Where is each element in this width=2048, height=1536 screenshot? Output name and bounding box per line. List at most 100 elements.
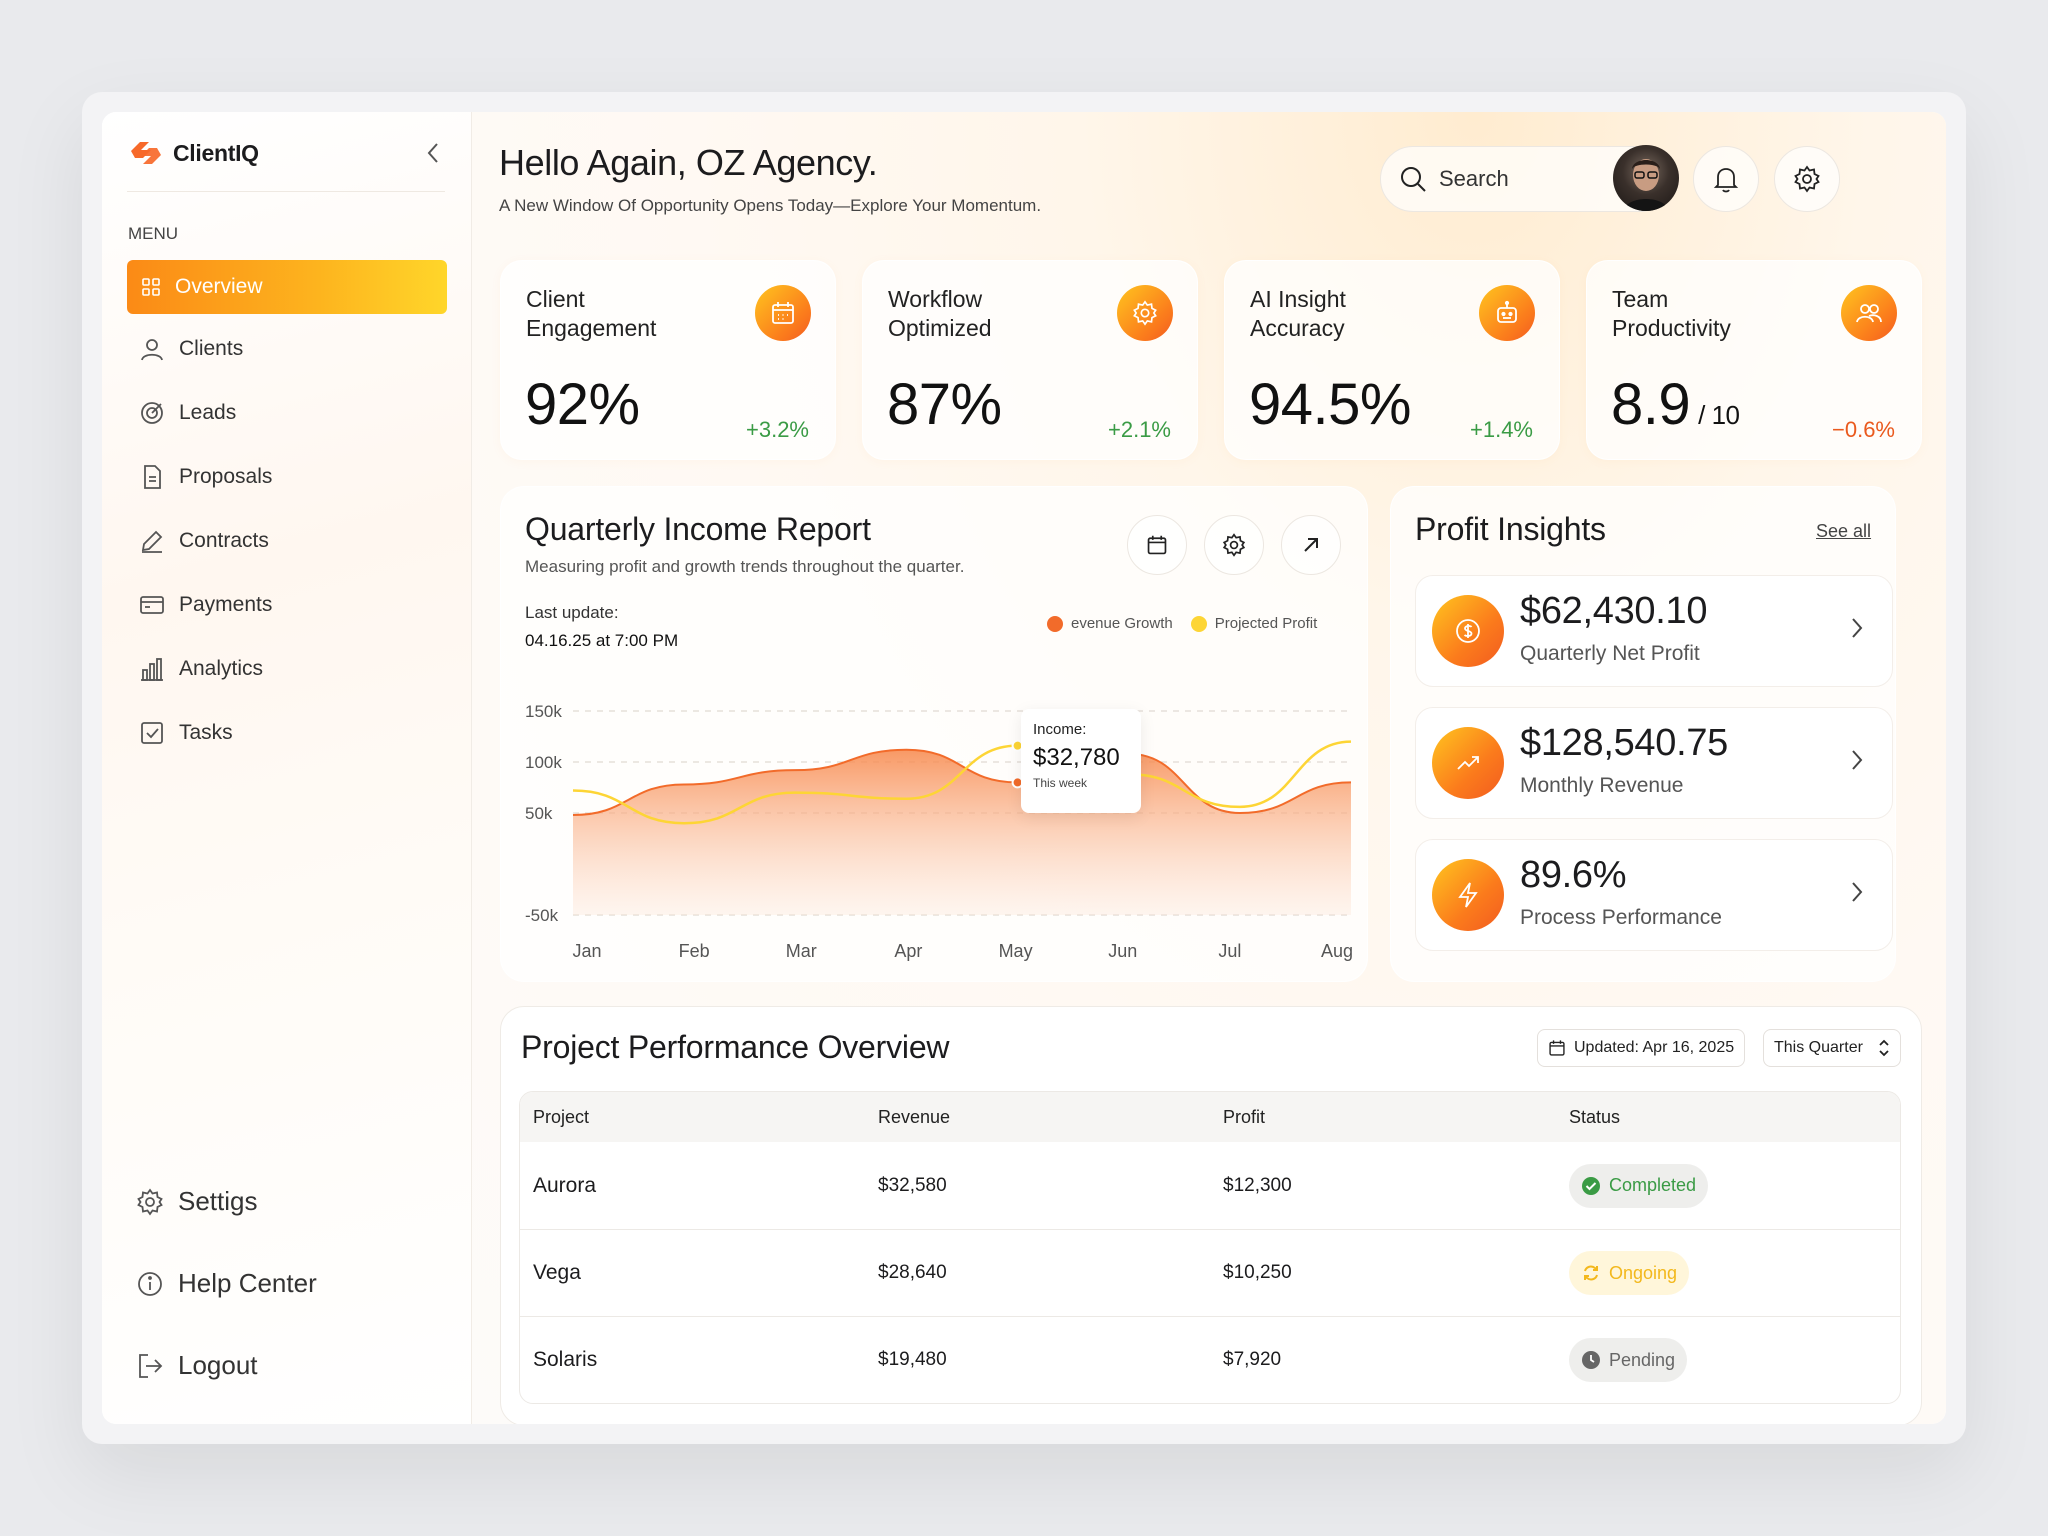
sidebar-item-label: Overview [175, 275, 263, 298]
table-header: Project Revenue Profit Status [520, 1092, 1900, 1142]
stat-card-team-productivity[interactable]: Team Productivity 8.9/ 10 −0.6% [1586, 260, 1922, 460]
expand-button[interactable] [1281, 515, 1341, 575]
clientiq-logo-icon [131, 142, 161, 164]
collapse-sidebar-button[interactable] [420, 138, 446, 168]
stat-value: 87% [887, 372, 1002, 437]
table-row[interactable]: Solaris $19,480 $7,920 Pending [520, 1316, 1900, 1403]
project-revenue: $32,580 [878, 1174, 947, 1196]
stat-suffix: / 10 [1698, 400, 1740, 430]
main-content: Hello Again, OZ Agency. A New Window Of … [472, 112, 1946, 1424]
profit-value: $128,540.75 [1520, 722, 1729, 764]
stat-value: 94.5% [1249, 372, 1411, 437]
sidebar-item-leads[interactable]: Leads [127, 386, 447, 440]
gear-icon [1117, 285, 1173, 341]
calendar-button[interactable] [1127, 515, 1187, 575]
income-chart: 150k 100k 50k -50k Jan Feb Mar Apr May Jun Jul Aug [525, 702, 1353, 961]
profit-item-net-profit[interactable]: $62,430.10 Quarterly Net Profit [1415, 575, 1893, 687]
gear-icon [137, 1187, 163, 1216]
stat-title: Workflow Optimized [888, 286, 992, 341]
stat-delta: +2.1% [1108, 417, 1171, 442]
stat-card-ai-insight-accuracy[interactable]: AI Insight Accuracy 94.5% +1.4% [1224, 260, 1560, 460]
team-icon [1841, 285, 1897, 341]
profit-value: 89.6% [1520, 854, 1627, 896]
chevron-right-icon [1852, 750, 1863, 770]
period-select[interactable]: This Quarter [1763, 1029, 1901, 1067]
sidebar-item-tasks[interactable]: Tasks [127, 706, 447, 760]
settings-button[interactable] [1774, 146, 1840, 212]
stat-delta: +3.2% [746, 417, 809, 442]
grid-icon [142, 278, 160, 296]
period-label: This Quarter [1774, 1039, 1863, 1056]
projects-table: Project Revenue Profit Status Aurora $32… [519, 1091, 1901, 1404]
stat-value: 8.9/ 10 [1611, 372, 1740, 437]
col-status: Status [1569, 1106, 1621, 1127]
sidebar-item-analytics[interactable]: Analytics [127, 642, 447, 696]
notifications-button[interactable] [1693, 146, 1759, 212]
status-label: Ongoing [1609, 1262, 1678, 1283]
report-subtitle: Measuring profit and growth trends throu… [525, 557, 965, 576]
stat-title: Team Productivity [1612, 286, 1731, 341]
status-badge: Ongoing [1569, 1251, 1690, 1295]
calendar-icon [1147, 535, 1167, 555]
legend-swatch-projected [1190, 615, 1207, 632]
sidebar-item-contracts[interactable]: Contracts [127, 514, 447, 568]
settings-link[interactable]: Settigs [136, 1186, 258, 1217]
x-tick-label: May [999, 941, 1033, 961]
project-name: Vega [533, 1261, 581, 1284]
sidebar-item-label: Clients [179, 337, 244, 360]
stat-card-workflow-optimized[interactable]: Workflow Optimized 87% +2.1% [862, 260, 1198, 460]
last-update-value: 04.16.25 at 7:00 PM [525, 631, 679, 650]
bar-chart-icon [141, 658, 163, 681]
report-title: Quarterly Income Report [525, 511, 871, 547]
projects-title: Project Performance Overview [521, 1029, 950, 1065]
page-subtitle: A New Window Of Opportunity Opens Today—… [499, 196, 1042, 215]
stat-card-client-engagement[interactable]: Client Engagement 92% +3.2% [500, 260, 836, 460]
x-tick-label: Jan [572, 941, 601, 961]
search-icon [1401, 167, 1426, 192]
gear-icon [1222, 533, 1246, 557]
project-name: Solaris [533, 1348, 598, 1371]
lightning-icon [1432, 859, 1504, 931]
stat-delta: +1.4% [1470, 417, 1533, 442]
help-center-link[interactable]: Help Center [136, 1268, 317, 1299]
quarterly-income-report: Quarterly Income Report Measuring profit… [500, 486, 1368, 982]
stat-title: AI Insight Accuracy [1250, 286, 1346, 341]
profit-item-monthly-revenue[interactable]: $128,540.75 Monthly Revenue [1415, 707, 1893, 819]
project-profit: $12,300 [1223, 1174, 1292, 1196]
user-avatar[interactable] [1613, 145, 1679, 211]
chevron-left-icon [427, 143, 438, 163]
series-line-revenue-growth [572, 748, 1352, 817]
sidebar-item-payments[interactable]: Payments [127, 578, 447, 632]
profit-label: Monthly Revenue [1520, 774, 1684, 797]
legend-label-projected: Projected Profit [1214, 615, 1318, 632]
profit-item-process-performance[interactable]: 89.6% Process Performance [1415, 839, 1893, 951]
logout-link[interactable]: Logout [136, 1350, 258, 1381]
chart-tooltip: Income: $32,780 This week [1021, 709, 1141, 813]
bell-icon [1713, 168, 1739, 193]
logout-label: Logout [178, 1350, 258, 1380]
table-row[interactable]: Vega $28,640 $10,250 Ongoing [520, 1229, 1900, 1316]
x-tick-label: Feb [679, 941, 710, 961]
logout-icon [139, 1353, 163, 1378]
robot-icon [1479, 285, 1535, 341]
stat-title: Client Engagement [526, 286, 657, 341]
updated-date-pill[interactable]: Updated: Apr 16, 2025 [1537, 1029, 1746, 1067]
check-circle-icon [1582, 1176, 1600, 1195]
see-all-link[interactable]: See all [1816, 521, 1872, 541]
chart-settings-button[interactable] [1204, 515, 1264, 575]
sidebar-item-clients[interactable]: Clients [127, 322, 447, 376]
table-row[interactable]: Aurora $32,580 $12,300 Completed [520, 1142, 1900, 1229]
y-tick-label: 50k [525, 804, 553, 823]
sidebar-item-label: Leads [179, 401, 237, 424]
legend: evenue Growth Projected Profit [1047, 615, 1317, 632]
sidebar-item-proposals[interactable]: Proposals [127, 450, 447, 504]
tooltip-value: $32,780 [1033, 744, 1120, 771]
chevron-right-icon [1852, 882, 1863, 902]
chevron-up-down-icon [1879, 1039, 1889, 1057]
settings-label: Settigs [178, 1186, 258, 1216]
sidebar-item-overview[interactable]: Overview [127, 260, 447, 314]
calendar-icon [755, 285, 811, 341]
status-badge: Completed [1569, 1163, 1709, 1208]
brand-logo[interactable]: ClientIQ [127, 137, 259, 169]
menu-label: MENU [128, 224, 179, 243]
